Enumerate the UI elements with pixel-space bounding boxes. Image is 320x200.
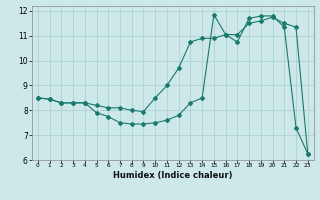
X-axis label: Humidex (Indice chaleur): Humidex (Indice chaleur) <box>113 171 233 180</box>
